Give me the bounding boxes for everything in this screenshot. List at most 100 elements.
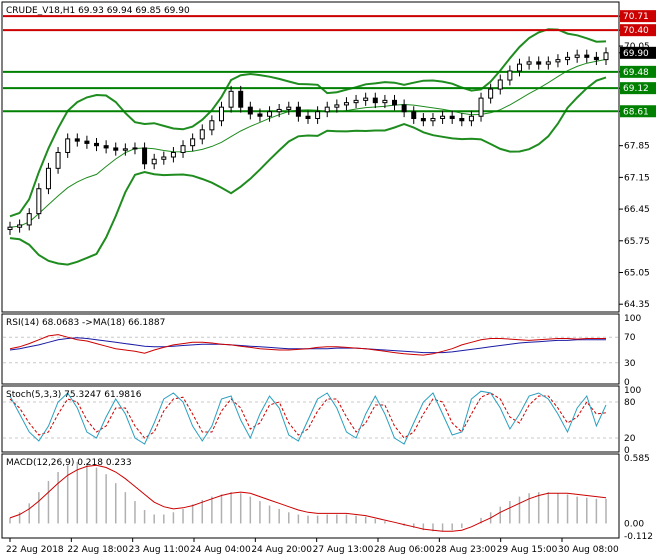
rsi-chart: 100 70 30 0 — [3, 314, 641, 388]
candle-body — [132, 147, 138, 150]
candle-body — [392, 99, 398, 106]
y-tick-label: 64.35 — [624, 300, 650, 310]
macd-header: MACD(12,26,9) 0.218 0.233 — [6, 458, 132, 468]
y-tick-label: 67.85 — [624, 142, 650, 152]
candle-body — [113, 147, 119, 151]
candle-body — [334, 104, 340, 108]
candle-body — [420, 118, 426, 122]
stoch-tick-label: 80 — [624, 398, 636, 408]
level-price-box — [620, 24, 656, 37]
candle-body — [555, 59, 561, 63]
candle-body — [353, 99, 359, 104]
candle-body — [545, 61, 551, 65]
candle-body — [17, 224, 23, 228]
lower-band-line — [9, 76, 607, 266]
macd-chart: 0.585 0.00 -0.112 — [9, 454, 653, 542]
stoch-tick-label: 20 — [624, 434, 636, 444]
candle-body — [190, 138, 196, 147]
candle-body — [440, 115, 446, 119]
candle-body — [26, 213, 32, 226]
candle-body — [84, 140, 90, 144]
candle-body — [507, 70, 513, 81]
rsi-tick-label: 70 — [624, 333, 636, 343]
candle-body — [103, 145, 109, 149]
level-price-box — [620, 82, 656, 95]
rsi-tick-label: 30 — [624, 359, 636, 369]
y-tick-label: 66.45 — [624, 205, 650, 215]
level-price-label: 68.61 — [623, 107, 649, 117]
middle-band-line — [9, 58, 607, 228]
level-price-label: 69.12 — [623, 84, 649, 94]
candle-body — [411, 111, 417, 119]
macd-tick-label: 0.00 — [624, 519, 644, 529]
candle-body — [401, 104, 407, 113]
candle-body — [497, 79, 503, 90]
y-tick-label: 65.75 — [624, 237, 650, 247]
candle-body — [45, 167, 51, 190]
x-tick-label: 23 Aug 11:00 — [129, 545, 190, 555]
main-panel[interactable] — [1, 1, 620, 313]
x-tick-label: 22 Aug 18:00 — [67, 545, 128, 555]
candle-body — [55, 151, 61, 169]
rsi-tick-label: 100 — [624, 314, 641, 324]
candle-body — [199, 129, 205, 140]
rsi-tick-label: 0 — [624, 378, 630, 388]
level-price-box — [620, 65, 656, 78]
candle-body — [449, 115, 455, 119]
macd-signal-line — [9, 464, 607, 532]
candle-body — [295, 106, 301, 117]
candle-body — [74, 138, 80, 142]
level-price-label: 70.71 — [623, 12, 649, 22]
x-tick-label: 28 Aug 06:00 — [374, 545, 435, 555]
candle-body — [122, 148, 128, 151]
candle-body — [574, 54, 580, 58]
stoch-header: Stoch(5,3,3) 75.3247 61.9816 — [6, 390, 142, 400]
x-axis: 22 Aug 2018 22 Aug 18:00 23 Aug 11:00 24 Au… — [6, 538, 619, 555]
candle-body — [593, 56, 599, 61]
candle-body — [170, 151, 176, 158]
candle-body — [382, 99, 388, 104]
candle-body — [343, 102, 349, 106]
x-tick-label: 24 Aug 20:00 — [251, 545, 312, 555]
candle-body — [286, 106, 292, 110]
candle-body — [488, 88, 494, 99]
candle-body — [305, 115, 311, 119]
candle-body — [526, 61, 532, 65]
candle-body — [180, 145, 186, 153]
level-price-box — [620, 105, 656, 118]
candle-body — [257, 113, 263, 117]
candle-body — [218, 106, 224, 122]
candle-body — [468, 115, 474, 122]
macd-panel[interactable] — [1, 453, 620, 539]
candle-body — [430, 118, 436, 122]
candle-body — [247, 106, 253, 115]
stoch-tick-label: 0 — [624, 446, 630, 456]
candle-body — [94, 142, 100, 147]
candle-body — [584, 54, 590, 58]
rsi-line — [9, 334, 606, 356]
x-tick-label: 30 Aug 08:00 — [558, 545, 619, 555]
candle-body — [363, 97, 369, 101]
x-tick-label: 27 Aug 13:00 — [313, 545, 374, 555]
candle-body — [161, 156, 167, 160]
x-tick-label: 22 Aug 2018 — [6, 545, 64, 555]
candle-body — [459, 118, 465, 122]
candle-body — [324, 106, 330, 113]
candle-body — [603, 52, 609, 61]
x-tick-label: 28 Aug 23:00 — [435, 545, 496, 555]
candle-body — [516, 63, 522, 72]
candle-body — [36, 188, 42, 215]
candle-body — [372, 97, 378, 104]
stochastic-chart: 100 80 20 0 — [3, 386, 641, 456]
y-tick-label: 65.05 — [624, 269, 650, 279]
rsi-header: RSI(14) 68.0683 ->MA(18) 66.1887 — [6, 318, 165, 328]
candle-body — [142, 147, 148, 165]
candle-body — [267, 111, 273, 117]
macd-tick-label: -0.112 — [624, 532, 653, 542]
candle-body — [7, 226, 13, 230]
candle-body — [565, 56, 571, 61]
macd-tick-label: 0.585 — [624, 454, 650, 464]
level-price-label: 70.40 — [623, 26, 649, 36]
candle-body — [65, 138, 71, 153]
